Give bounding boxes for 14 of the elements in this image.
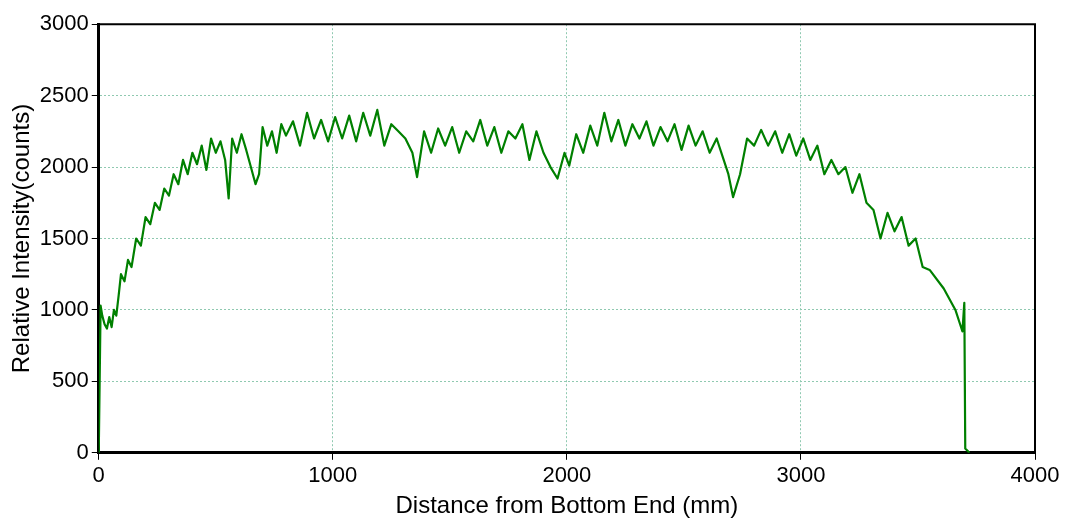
x-tick-label: 1000 [308,462,358,488]
y-tick-label: 2000 [39,153,89,179]
y-tick-label: 500 [52,367,89,393]
y-tick-label: 2500 [39,81,89,107]
x-axis-title: Distance from Bottom End (mm) [395,491,739,519]
y-tick-label: 3000 [39,10,89,36]
x-tick-label: 3000 [776,462,826,488]
y-tick-label: 1000 [39,296,89,321]
y-axis-title: Relative Intensity(counts) [7,103,35,374]
x-tick-label: 4000 [1010,462,1060,488]
x-tick-label: 0 [92,462,105,488]
y-tick-label: 1500 [39,224,89,250]
y-tick-label: 0 [76,438,89,464]
x-tick-label: 2000 [542,462,592,488]
